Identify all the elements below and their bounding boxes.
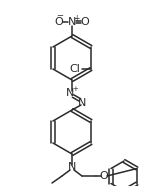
Text: O: O	[100, 171, 108, 181]
Text: O: O	[81, 17, 89, 27]
Text: N: N	[68, 162, 76, 172]
Text: +: +	[72, 86, 78, 92]
Text: +: +	[73, 14, 79, 23]
Text: N: N	[78, 98, 86, 108]
Text: −: −	[56, 12, 63, 20]
Text: N: N	[68, 17, 76, 27]
Text: O: O	[55, 17, 63, 27]
Text: N: N	[66, 88, 74, 98]
Text: Cl: Cl	[70, 64, 80, 74]
